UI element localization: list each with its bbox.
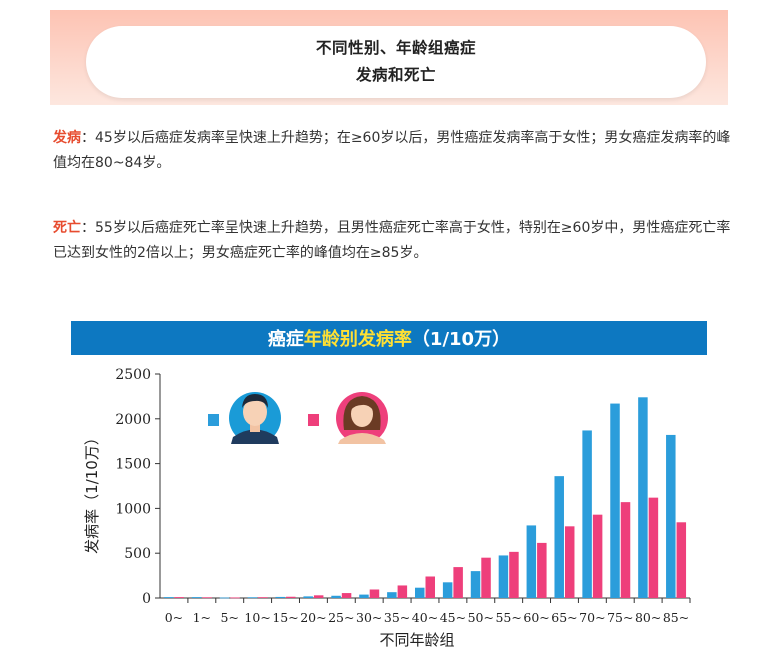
female-bar	[481, 557, 491, 598]
female-bar	[509, 551, 519, 598]
y-axis-title: 发病率（1/10万）	[83, 430, 101, 554]
y-tick-label: 500	[124, 546, 151, 562]
chart-title-part3: （1/10万）	[411, 329, 511, 350]
male-bar	[415, 587, 425, 598]
male-bar	[442, 582, 453, 598]
y-tick-label: 0	[142, 591, 151, 607]
female-bar	[648, 497, 659, 598]
female-bar	[676, 522, 687, 598]
female-bar	[286, 596, 296, 598]
x-tick-label: 20~	[300, 610, 326, 625]
female-bar	[397, 585, 408, 598]
x-tick-label: 75~	[607, 610, 633, 625]
mortality-text: ：55岁以后癌症死亡率呈快速上升趋势，且男性癌症死亡率高于女性，特别在≥60岁中…	[53, 220, 731, 261]
x-tick-label: 5~	[221, 610, 239, 625]
female-bar	[620, 502, 631, 598]
chart-title-bar: 癌症 年龄别发病率 （1/10万）	[71, 321, 707, 355]
x-tick-label: 55~	[495, 610, 521, 625]
male-bar	[582, 430, 592, 598]
mortality-label: 死亡	[53, 220, 81, 236]
female-bar	[341, 593, 352, 598]
male-bar	[163, 597, 174, 598]
male-bar	[275, 596, 286, 598]
x-tick-label: 0~	[165, 610, 183, 625]
male-bar	[219, 597, 230, 599]
legend-female-swatch	[308, 414, 319, 426]
male-bar	[610, 403, 620, 598]
male-bar	[554, 476, 564, 598]
female-bar	[564, 526, 575, 598]
male-bar	[359, 594, 369, 598]
female-bar	[230, 597, 240, 599]
chart-legend	[208, 392, 388, 444]
male-bar	[387, 592, 397, 598]
male-bar	[638, 397, 648, 598]
header-card: 不同性别、年龄组癌症 发病和死亡	[86, 26, 706, 98]
male-bar	[191, 597, 202, 598]
male-bar	[666, 434, 676, 598]
x-tick-label: 1~	[193, 610, 211, 625]
female-bar	[202, 597, 212, 599]
incidence-label: 发病	[53, 130, 81, 146]
x-tick-label: 45~	[440, 610, 466, 625]
male-bar	[498, 555, 509, 598]
female-bar	[537, 542, 547, 598]
x-tick-label: 80~	[635, 610, 661, 625]
x-tick-label: 70~	[579, 610, 605, 625]
x-tick-label: 85~	[663, 610, 689, 625]
y-tick-label: 1500	[115, 457, 151, 473]
header-title-line1: 不同性别、年龄组癌症	[315, 39, 476, 57]
female-bar	[425, 576, 435, 598]
chart-bars	[163, 397, 687, 599]
x-tick-label: 25~	[328, 610, 354, 625]
female-bar	[592, 514, 603, 598]
male-bar	[303, 596, 313, 598]
x-tick-label: 30~	[356, 610, 382, 625]
chart-title-part2: 年龄别发病率	[303, 329, 412, 350]
mortality-paragraph: 死亡：55岁以后癌症死亡率呈快速上升趋势，且男性癌症死亡率高于女性，特别在≥60…	[53, 216, 733, 266]
x-tick-label: 50~	[468, 610, 494, 625]
chart-title-part1: 癌症	[267, 329, 304, 350]
x-tick-label: 60~	[523, 610, 549, 625]
incidence-text: ：45岁以后癌症发病率呈快速上升趋势；在≥60岁以后，男性癌症发病率高于女性；男…	[53, 130, 731, 171]
male-avatar-icon	[229, 392, 281, 444]
x-tick-label: 15~	[272, 610, 298, 625]
incidence-paragraph: 发病：45岁以后癌症发病率呈快速上升趋势；在≥60岁以后，男性癌症发病率高于女性…	[53, 126, 733, 176]
male-bar	[247, 597, 258, 599]
legend-male-swatch	[208, 414, 219, 426]
y-tick-label: 2500	[115, 367, 151, 383]
male-bar	[470, 571, 481, 598]
y-tick-label: 2000	[115, 412, 151, 428]
female-bar	[369, 589, 380, 598]
female-bar	[174, 597, 184, 598]
x-tick-label: 35~	[384, 610, 410, 625]
male-bar	[331, 595, 341, 598]
header-title-line2: 发病和死亡	[355, 66, 436, 84]
female-bar	[313, 595, 324, 598]
x-tick-label: 40~	[412, 610, 438, 625]
x-tick-label: 65~	[551, 610, 577, 625]
female-bar	[453, 567, 463, 598]
female-bar	[258, 597, 268, 598]
female-avatar-icon	[336, 392, 388, 444]
male-bar	[526, 525, 537, 598]
chart-labels: 0 500 1000 1500 2000 2500 0~ 1~ 5~ 10~ 15~ 20~ 25~ 30…	[83, 367, 689, 649]
x-tick-label: 10~	[244, 610, 270, 625]
y-tick-label: 1000	[115, 501, 151, 517]
x-axis-title: 不同年龄组	[379, 631, 454, 649]
